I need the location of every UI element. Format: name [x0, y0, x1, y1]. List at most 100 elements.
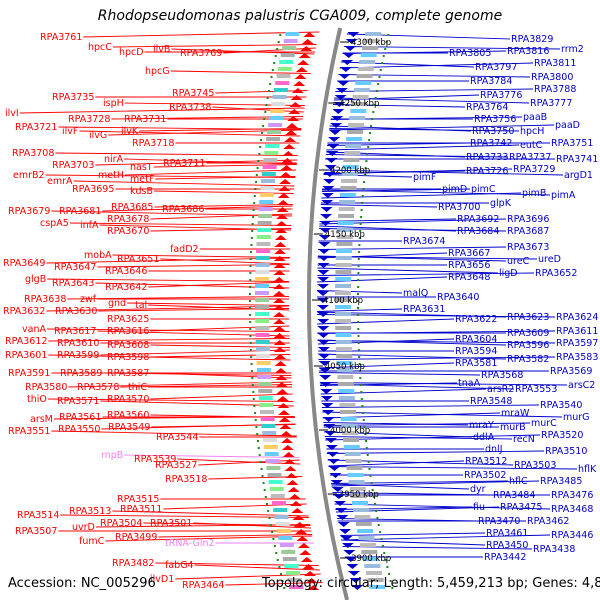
feature-block [257, 228, 272, 232]
feature-block [354, 515, 371, 519]
gene-arrow-left-strand [301, 39, 314, 44]
feature-block [256, 235, 271, 239]
feature-block [284, 564, 299, 568]
gene-label-left: RPA3686 [162, 204, 204, 215]
gene-arrow-right-strand [317, 347, 330, 352]
gene-label-right: RPA3583 [556, 352, 598, 363]
gc-marker [276, 559, 279, 561]
gc-marker [271, 69, 274, 71]
feature-block [267, 473, 282, 477]
gene-label-right: tnaA [458, 378, 481, 389]
gene-arrow-right-strand [319, 228, 332, 233]
gene-arrow-left-strand [302, 564, 315, 569]
gene-arrow-right-strand [343, 550, 356, 555]
connector-line [333, 94, 480, 101]
gene-arrow-left-strand [284, 466, 297, 471]
gene-label-left: RPA3504 [100, 518, 142, 529]
gene-arrow-left-strand [279, 179, 292, 184]
gene-label-right: mraW [501, 408, 530, 419]
feature-block [286, 571, 300, 575]
gene-label-left: RPA3539 [134, 454, 176, 465]
gc-marker [273, 62, 276, 64]
connector-line [317, 314, 556, 318]
connector-line [154, 204, 293, 208]
gc-marker [250, 244, 253, 246]
feature-block [255, 277, 270, 281]
gene-arrow-left-strand [288, 109, 301, 114]
gene-label-left: RPA3610 [57, 338, 99, 349]
feature-block [347, 473, 364, 477]
gene-arrow-right-strand [331, 487, 344, 492]
feature-block [335, 291, 351, 295]
gene-arrow-right-strand [317, 333, 330, 338]
gene-label-right: RPA3800 [531, 72, 573, 83]
connector-line [194, 564, 320, 571]
connector-line [60, 514, 309, 518]
connector-line [328, 466, 578, 470]
feature-block [268, 123, 283, 127]
connector-line [322, 189, 551, 196]
gene-arrow-right-strand [345, 39, 358, 44]
gene-arrow-left-strand [282, 452, 295, 457]
gc-marker [364, 167, 367, 169]
gene-label-right: RPA3777 [530, 98, 572, 109]
feature-block [345, 144, 362, 148]
gene-arrow-right-strand [319, 221, 332, 226]
gene-label-right: RPA3737 [509, 152, 551, 163]
gene-arrow-right-strand [320, 207, 333, 212]
gc-marker [357, 335, 360, 337]
connector-line [328, 460, 465, 467]
feature-block [279, 60, 294, 64]
gene-label-right: RPA3476 [551, 490, 593, 501]
connector-line [324, 436, 513, 440]
gc-marker [252, 398, 255, 400]
gene-label-right: arsR2 [487, 384, 514, 395]
gc-marker [256, 433, 259, 435]
feature-block [258, 214, 273, 218]
gene-label-left: fumC [79, 536, 105, 547]
gc-marker [381, 545, 384, 547]
gc-marker [359, 377, 362, 379]
gc-marker [371, 118, 374, 120]
gene-label-right: RPA3548 [470, 396, 512, 407]
gc-marker [359, 230, 362, 232]
gc-marker [357, 300, 359, 302]
feature-block [336, 242, 353, 246]
map-title: Rhodopseudomonas palustris CGA009, compl… [97, 8, 503, 24]
feature-block [285, 32, 300, 36]
gene-arrow-right-strand [326, 452, 339, 457]
gene-label-left: emrB2 [13, 170, 45, 181]
gc-marker [254, 412, 257, 414]
connector-line [19, 107, 305, 114]
feature-block [337, 382, 354, 386]
gene-arrow-left-strand [284, 137, 297, 142]
gene-arrow-left-strand [274, 249, 287, 254]
gene-arrow-right-strand [339, 67, 352, 72]
gene-label-left: RPA3617 [54, 326, 96, 337]
feature-block [263, 438, 277, 442]
feature-block [358, 536, 375, 540]
gc-marker [357, 286, 360, 288]
accession-text: Accession: NC_005296 [8, 576, 156, 591]
gene-label-right: RPA3611 [556, 326, 598, 337]
gc-marker [370, 482, 373, 484]
gc-marker [258, 454, 261, 456]
gene-arrow-right-strand [325, 438, 337, 443]
gc-marker [359, 384, 362, 386]
gene-label-right: RPA3742 [470, 138, 512, 149]
gene-arrow-right-strand [322, 410, 335, 415]
gene-label-right: RPA3652 [535, 268, 577, 279]
feature-block [255, 333, 270, 337]
gc-marker [359, 223, 362, 225]
gene-label-right: RPA3596 [507, 340, 549, 351]
gc-marker [254, 419, 257, 421]
gc-marker [366, 153, 369, 155]
gene-label-right: glpK [490, 198, 512, 209]
gene-label-left: hpcC [88, 42, 112, 53]
connector-line [112, 44, 317, 48]
gene-arrow-right-strand [318, 368, 331, 373]
gene-arrow-left-strand [280, 165, 293, 170]
gc-marker [389, 580, 392, 582]
gene-arrow-left-strand [279, 172, 292, 177]
gene-label-left: RPA3630 [55, 306, 97, 317]
